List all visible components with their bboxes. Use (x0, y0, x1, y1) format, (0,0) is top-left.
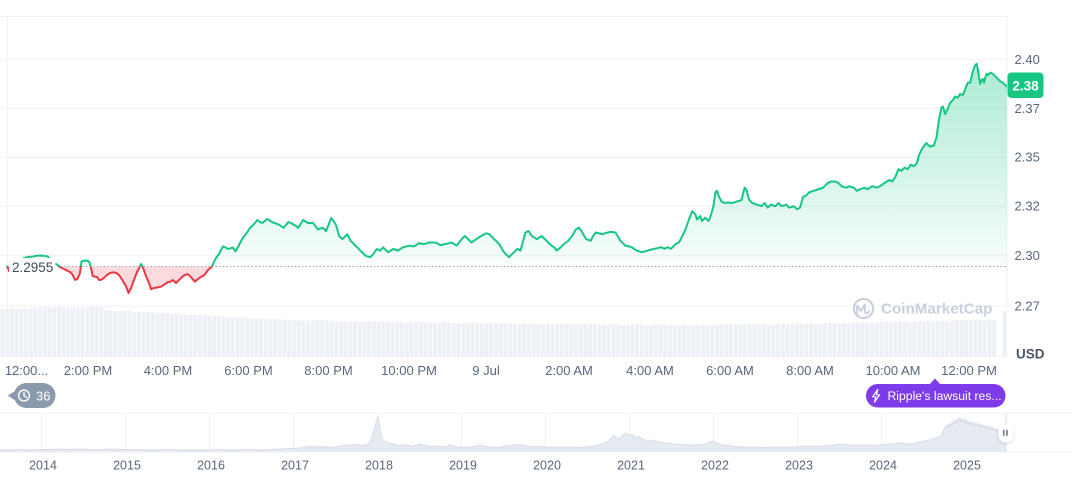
svg-text:6:00 AM: 6:00 AM (706, 363, 754, 378)
svg-text:2022: 2022 (701, 459, 729, 473)
svg-text:12:00 PM: 12:00 PM (941, 363, 997, 378)
svg-text:2.30: 2.30 (1015, 248, 1040, 263)
svg-text:2.32: 2.32 (1015, 199, 1040, 214)
svg-text:2.40: 2.40 (1015, 52, 1040, 67)
svg-text:2016: 2016 (197, 459, 225, 473)
svg-text:CoinMarketCap: CoinMarketCap (881, 301, 992, 318)
svg-text:Ripple's lawsuit res...: Ripple's lawsuit res... (888, 389, 1002, 403)
svg-text:2:00 PM: 2:00 PM (64, 363, 112, 378)
svg-text:2.35: 2.35 (1015, 150, 1040, 165)
svg-text:2023: 2023 (785, 459, 813, 473)
svg-text:4:00 PM: 4:00 PM (144, 363, 192, 378)
svg-text:10:00 AM: 10:00 AM (866, 363, 921, 378)
svg-text:2025: 2025 (953, 459, 981, 473)
svg-text:2015: 2015 (113, 459, 141, 473)
svg-text:8:00 AM: 8:00 AM (786, 363, 834, 378)
svg-text:2020: 2020 (533, 459, 561, 473)
svg-text:9 Jul: 9 Jul (472, 363, 500, 378)
svg-text:4:00 AM: 4:00 AM (626, 363, 674, 378)
svg-text:2:00 AM: 2:00 AM (545, 363, 593, 378)
svg-text:2.38: 2.38 (1012, 78, 1039, 93)
svg-text:USD: USD (1016, 347, 1045, 362)
svg-text:6:00 PM: 6:00 PM (224, 363, 272, 378)
svg-text:2019: 2019 (449, 459, 477, 473)
svg-text:2.27: 2.27 (1015, 299, 1040, 314)
svg-text:2021: 2021 (617, 459, 645, 473)
svg-text:2.37: 2.37 (1015, 101, 1040, 116)
svg-text:8:00 PM: 8:00 PM (304, 363, 352, 378)
svg-text:36: 36 (36, 389, 50, 404)
svg-text:2014: 2014 (29, 459, 57, 473)
svg-text:10:00 PM: 10:00 PM (381, 363, 437, 378)
svg-text:2017: 2017 (281, 459, 309, 473)
svg-text:2024: 2024 (869, 459, 897, 473)
svg-text:2018: 2018 (365, 459, 393, 473)
svg-text:2.2955: 2.2955 (12, 260, 53, 275)
svg-text:12:00...: 12:00... (5, 363, 48, 378)
